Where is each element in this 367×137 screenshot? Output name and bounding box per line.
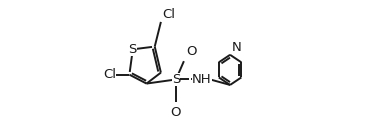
Text: O: O xyxy=(186,45,196,58)
Text: Cl: Cl xyxy=(163,8,175,21)
Text: NH: NH xyxy=(192,73,212,86)
Text: N: N xyxy=(232,41,241,54)
Text: Cl: Cl xyxy=(103,68,116,81)
Text: S: S xyxy=(172,73,180,86)
Text: S: S xyxy=(128,43,137,56)
Text: O: O xyxy=(171,106,181,119)
